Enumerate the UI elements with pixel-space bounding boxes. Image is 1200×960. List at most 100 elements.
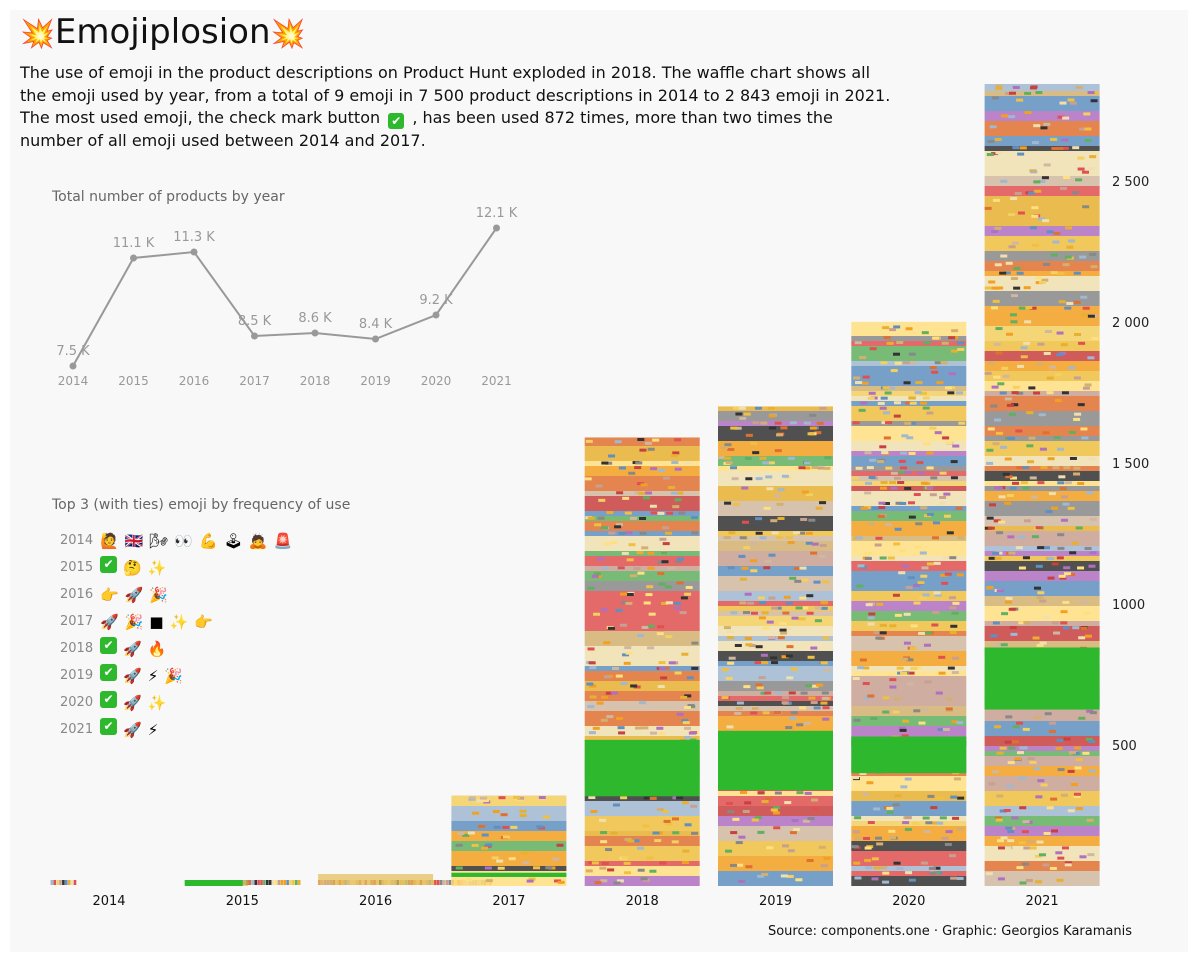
emoji-icon: ■	[149, 613, 164, 631]
top3-year: 2021	[60, 722, 94, 737]
waffle-x-tick-label: 2016	[359, 894, 392, 909]
emoji-icon: ✨	[147, 559, 167, 577]
emoji-icon: 🌬	[149, 532, 169, 550]
emoji-icon: 🇬🇧	[124, 532, 144, 550]
waffle-column	[50, 880, 77, 885]
line-point	[69, 362, 77, 370]
top3-year: 2017	[60, 614, 94, 629]
emoji-icon: ✨	[169, 613, 189, 631]
waffle-x-tick-label: 2018	[626, 894, 659, 909]
check-mark-block	[584, 739, 700, 797]
top3-row: 2019 ✔ 🚀 ⚡ 🎉	[60, 664, 189, 688]
top3-row: 2015 ✔ 🤔 ✨	[60, 556, 172, 580]
top3-row: 2016 👉 🚀 🎉	[60, 583, 174, 607]
waffle-x-tick-label: 2020	[892, 894, 925, 909]
emoji-icon: 🎉	[149, 586, 169, 604]
top3-year: 2018	[60, 641, 94, 656]
emoji-icon: ✨	[147, 694, 167, 712]
waffle-y-tick-label: 1000	[1112, 598, 1145, 613]
line-value-label: 9.2 K	[419, 293, 453, 308]
line-series	[72, 227, 498, 367]
top3-year: 2019	[60, 668, 94, 683]
top3-row: 2020 ✔ 🚀 ✨	[60, 691, 172, 715]
line-point	[190, 248, 198, 256]
emoji-icon: 🎉	[124, 613, 144, 631]
line-x-tick-label: 2018	[300, 374, 331, 388]
waffle-x-tick-label: 2019	[759, 894, 792, 909]
emoji-icon: 🚀	[123, 667, 142, 685]
line-point	[130, 254, 137, 262]
waffle-column	[184, 880, 301, 886]
waffle-y-tick-label: 1 500	[1112, 457, 1149, 472]
waffle-x-tick-label: 2014	[92, 894, 125, 909]
line-x-tick-label: 2020	[421, 374, 452, 388]
emoji-icon: 👉	[194, 613, 213, 631]
check-mark-icon: ✔	[388, 113, 405, 129]
check-mark-block	[984, 647, 1100, 710]
line-x-tick-label: 2017	[239, 374, 270, 388]
page-title: 💥Emojiplosion💥	[20, 12, 305, 52]
line-value-label: 12.1 K	[476, 206, 518, 221]
subtitle: The use of emoji in the product descript…	[20, 62, 900, 152]
top3-row: 2021 ✔ 🚀 ⚡	[60, 718, 164, 742]
top3-year: 2020	[60, 695, 94, 710]
waffle-column	[984, 84, 1100, 886]
line-value-label: 7.5 K	[56, 344, 90, 359]
check-mark-icon: ✔	[100, 691, 117, 708]
waffle-column	[584, 437, 700, 886]
collision-emoji-icon: 💥	[20, 17, 55, 50]
emoji-icon: 👀	[174, 532, 194, 550]
line-x-tick-label: 2016	[179, 374, 210, 388]
line-point	[311, 329, 319, 337]
waffle-column	[851, 321, 967, 886]
emoji-icon: 🚀	[123, 721, 142, 739]
subtitle-text-after: , has been used 872 times, more than two…	[20, 108, 833, 150]
line-chart-title: Total number of products by year	[52, 189, 285, 205]
top3-row: 2014 🙋 🇬🇧 🌬 👀 💪 🕹 🙇 🚨	[60, 529, 298, 553]
emoji-icon: 🔥	[147, 640, 167, 658]
line-value-label: 8.6 K	[298, 311, 332, 326]
emoji-icon: 🚀	[123, 640, 142, 658]
line-point	[493, 224, 500, 232]
emoji-icon: 🙋	[100, 532, 119, 550]
line-point	[372, 335, 379, 343]
emoji-icon: 🚀	[124, 586, 144, 604]
emoji-icon: ⚡	[147, 721, 159, 739]
top3-title: Top 3 (with ties) emoji by frequency of …	[52, 497, 351, 513]
title-text: Emojiplosion	[54, 12, 271, 52]
check-mark-icon: ✔	[100, 664, 117, 681]
check-mark-icon: ✔	[100, 556, 117, 573]
line-point	[251, 332, 258, 340]
emoji-icon: 🙇	[248, 532, 268, 550]
collision-emoji-icon: 💥	[270, 17, 306, 50]
check-mark-icon: ✔	[100, 637, 117, 654]
top3-year: 2016	[60, 587, 94, 602]
line-value-label: 8.5 K	[238, 314, 272, 329]
subtitle-text-before: The use of emoji in the product descript…	[20, 63, 891, 127]
check-mark-block	[718, 730, 833, 791]
top3-year: 2015	[60, 560, 94, 575]
waffle-column	[718, 406, 833, 886]
line-x-tick-label: 2019	[360, 374, 391, 388]
line-x-tick-label: 2014	[58, 374, 89, 388]
check-mark-block	[851, 736, 967, 774]
line-point	[432, 311, 440, 319]
waffle-x-tick-label: 2021	[1026, 894, 1059, 909]
waffle-x-tick-label: 2017	[492, 894, 525, 909]
top3-year: 2014	[60, 533, 94, 548]
waffle-column	[451, 795, 567, 886]
waffle-y-tick-label: 2 500	[1112, 175, 1149, 190]
line-value-label: 11.1 K	[113, 236, 155, 251]
top3-row: 2017 🚀 🎉 ■ ✨ 👉	[60, 610, 219, 634]
waffle-x-tick-label: 2015	[226, 894, 259, 909]
emoji-icon: ⚡	[147, 667, 159, 685]
emoji-icon: 🤔	[123, 559, 142, 577]
check-mark-icon: ✔	[100, 718, 117, 735]
line-value-label: 8.4 K	[359, 317, 393, 332]
waffle-y-tick-label: 500	[1112, 739, 1137, 754]
emoji-icon: 🚀	[100, 613, 119, 631]
emoji-icon: 💪	[199, 532, 218, 550]
emoji-icon: 👉	[100, 586, 119, 604]
